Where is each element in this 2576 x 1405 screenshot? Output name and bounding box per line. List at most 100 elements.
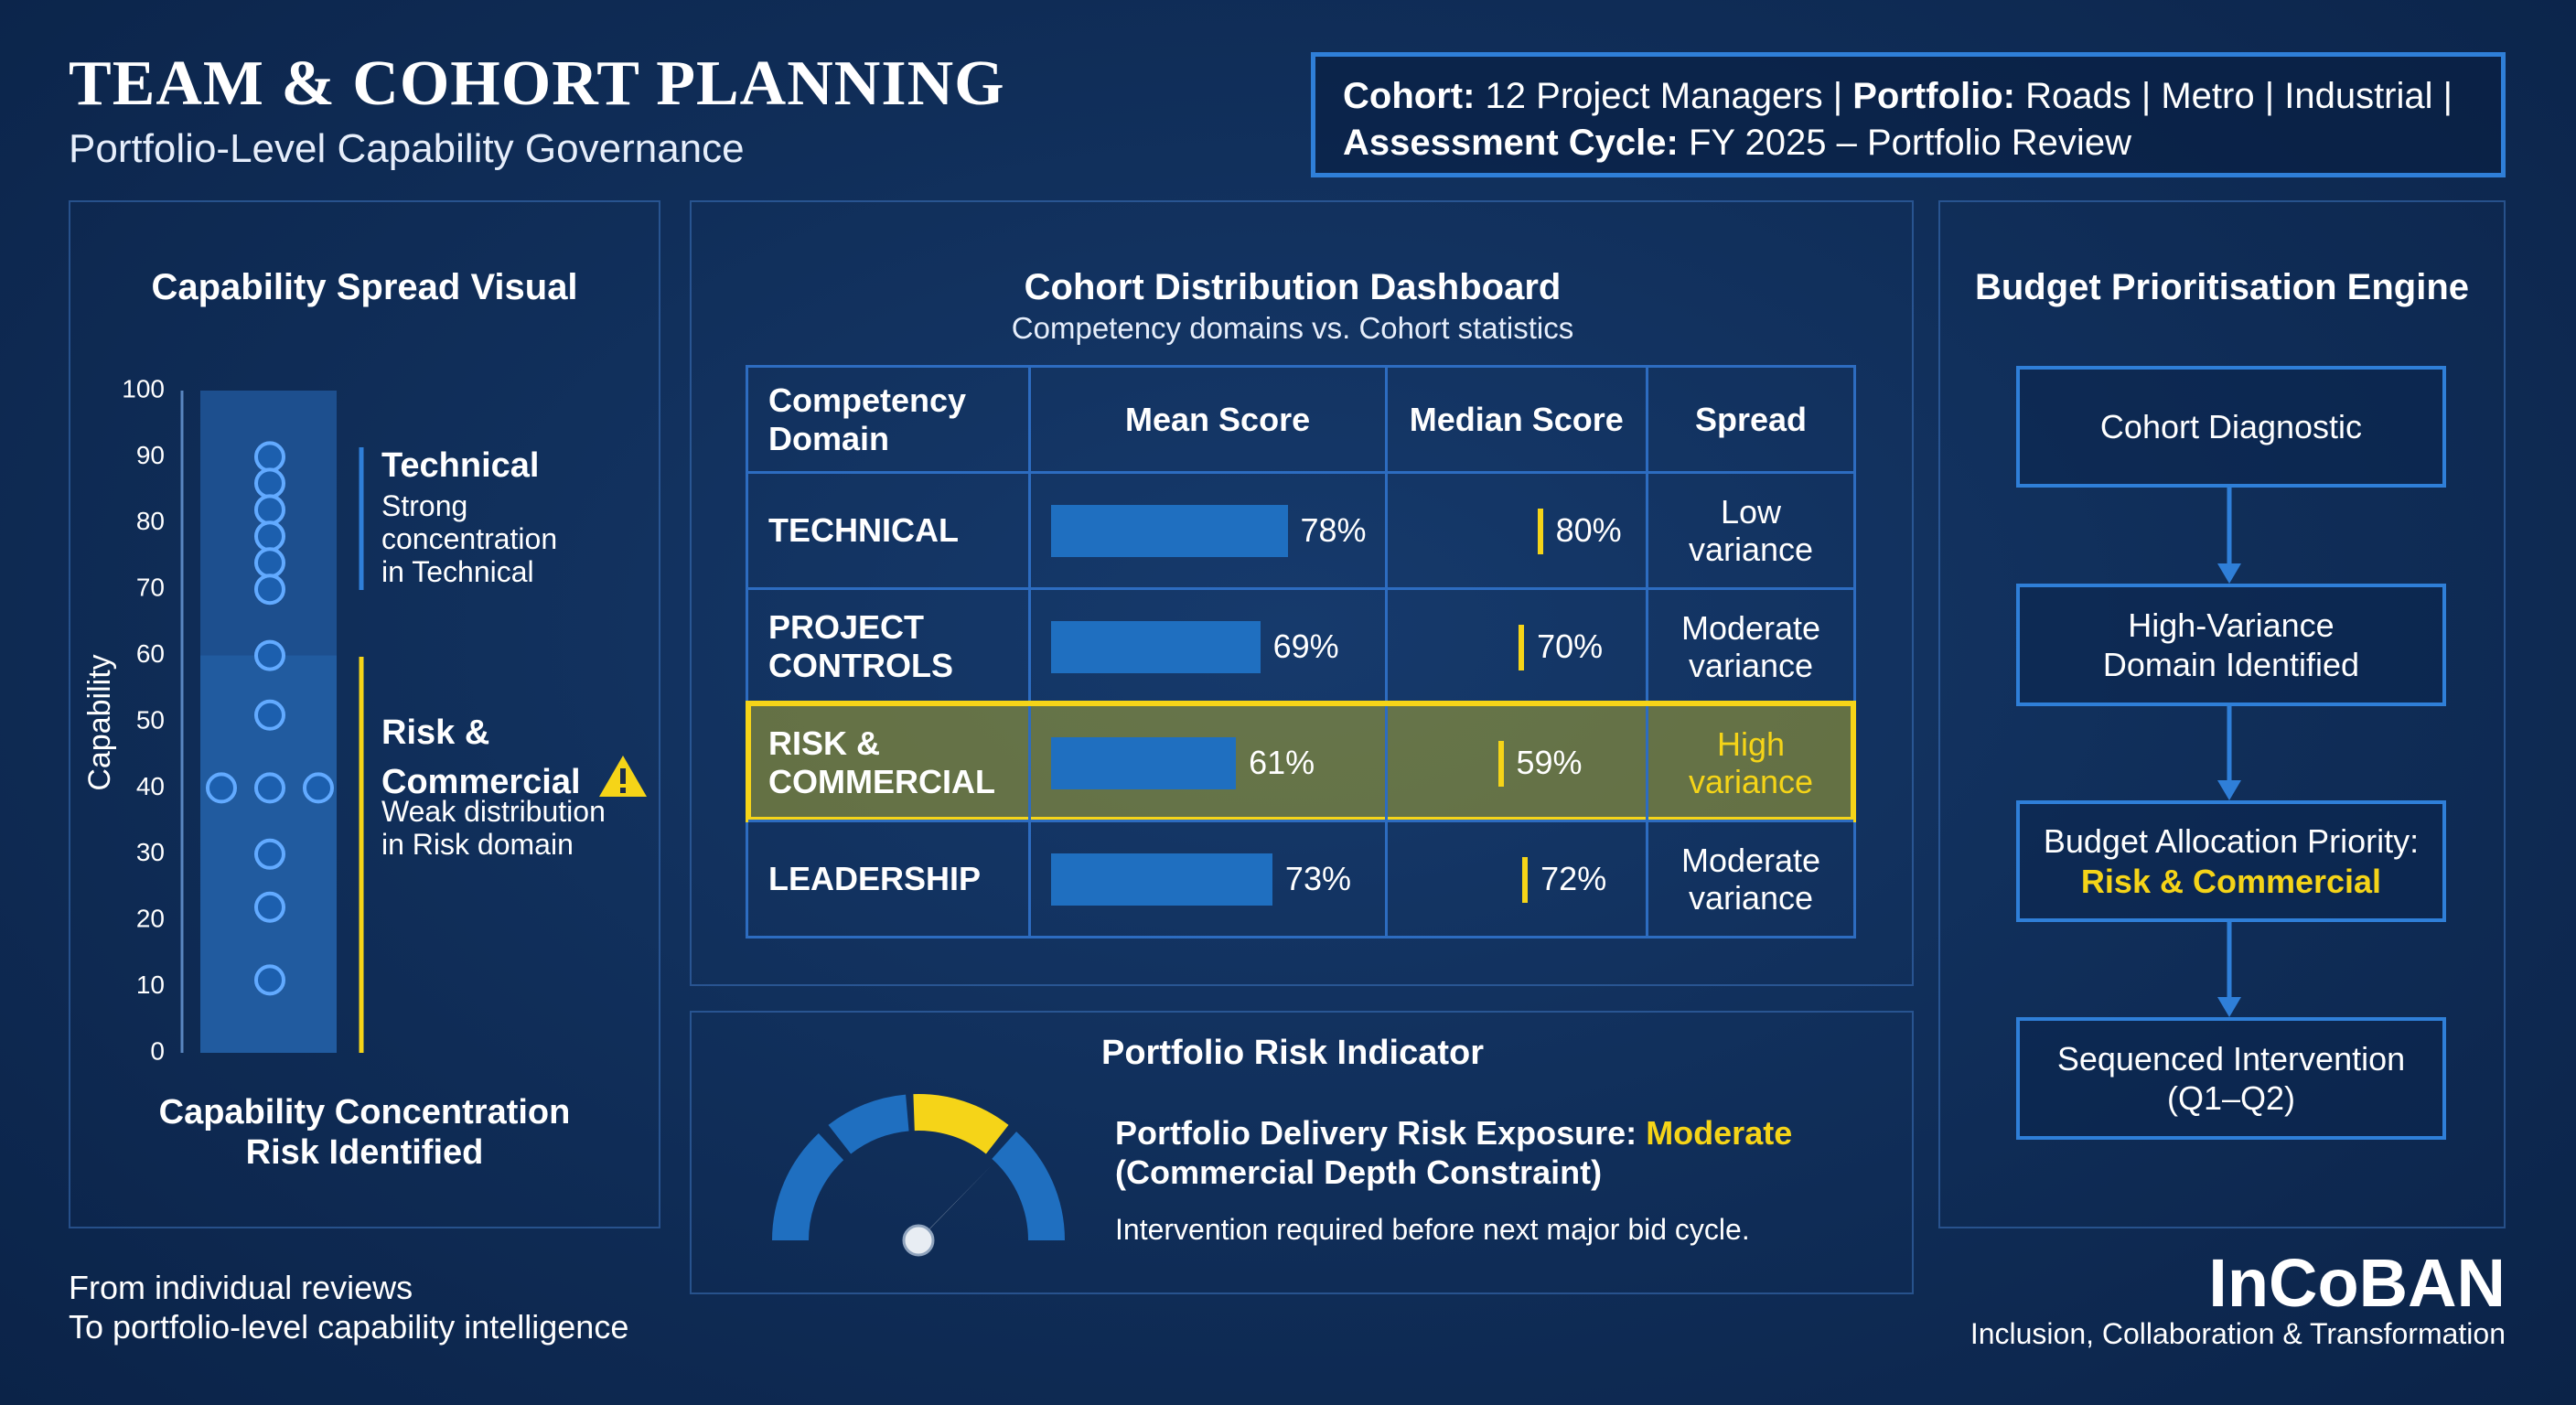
median-marker (1519, 625, 1525, 670)
text: in Risk domain (381, 828, 574, 861)
text: Domain Identified (2102, 646, 2360, 683)
mean-cell: 78% (1027, 474, 1385, 587)
panel-title: Capability Spread Visual (151, 267, 578, 307)
arrow-head (2217, 780, 2241, 800)
flow-step: Cohort Diagnostic (2016, 366, 2446, 488)
spread: Low variance (1646, 474, 1853, 587)
flow-step: Budget Allocation Priority: Risk & Commer… (2016, 800, 2446, 922)
text: concentration (381, 522, 558, 555)
text: To portfolio-level capability intelligen… (69, 1308, 629, 1346)
mean-cell: 73% (1027, 822, 1385, 936)
text: Cohort Diagnostic (2099, 407, 2363, 445)
mean-cell: 61% (1027, 706, 1385, 820)
risk-level: Moderate (1646, 1114, 1793, 1152)
page-title: TEAM & COHORT PLANNING (69, 48, 1005, 119)
table: Competency Domain Mean Score Median Score S… (746, 365, 1856, 938)
dot (254, 699, 285, 731)
page-subtitle: Portfolio-Level Capability Governance (69, 126, 745, 171)
header-cell: Median Score (1384, 368, 1646, 471)
median-cell: 72% (1384, 822, 1646, 936)
gauge (772, 1094, 1065, 1257)
gauge-segment (772, 1132, 844, 1241)
median-marker (1537, 509, 1543, 554)
footer-tagline: From individual reviews To portfolio-lev… (69, 1268, 628, 1346)
median-label: 70% (1537, 627, 1604, 665)
warning-icon (599, 756, 648, 797)
text: Risk & (381, 713, 490, 752)
annotation-title: Risk & Commercial (381, 713, 649, 802)
y-tick-label: 30 (136, 838, 165, 866)
y-tick-label: 100 (122, 374, 165, 402)
dot (254, 772, 285, 804)
mean-bar (1050, 736, 1237, 789)
y-tick-label: 40 (136, 772, 165, 800)
spread: Moderate variance (1646, 590, 1853, 703)
median-marker (1497, 741, 1504, 787)
text: Commercial (381, 763, 581, 801)
gauge-needle (910, 1165, 992, 1249)
panel-subtitle: Competency domains vs. Cohort statistics (1011, 311, 1574, 345)
mean-label: 69% (1272, 627, 1339, 665)
left-panel (69, 200, 660, 1228)
table-row: TECHNICAL 78% 80% Low variance (748, 471, 1853, 587)
panel-title: Budget Prioritisation Engine (1974, 267, 2470, 307)
median-label: 59% (1516, 744, 1583, 781)
y-tick-label: 90 (136, 441, 165, 469)
panel-title: Portfolio Risk Indicator (1100, 1034, 1485, 1072)
header-cell: Spread (1646, 368, 1853, 471)
flow-step: Sequenced Intervention (Q1–Q2) (2016, 1017, 2446, 1140)
spread: Moderate variance (1646, 822, 1853, 936)
y-tick-label: 80 (136, 507, 165, 535)
text: Weak distribution (381, 795, 606, 828)
label: Assessment Cycle: (1343, 123, 1679, 163)
text: From individual reviews (69, 1269, 413, 1306)
dot (206, 772, 237, 804)
panel-footer: Capability Concentration Risk Identified (69, 1092, 660, 1173)
y-tick-label: 50 (136, 705, 165, 734)
panel-title: Cohort Distribution Dashboard (1024, 267, 1562, 307)
median-cell: 80% (1384, 474, 1646, 587)
text: Budget Allocation Priority: (2043, 822, 2420, 861)
arrow-head (2217, 997, 2241, 1017)
dot (254, 838, 285, 870)
y-tick-label: 10 (136, 971, 165, 999)
arrow-head (2217, 563, 2241, 584)
text: (Commercial Depth Constraint) (1115, 1153, 1603, 1191)
risk-text: Portfolio Delivery Risk Exposure: Modera… (1115, 1113, 1792, 1192)
right-panel (1938, 200, 2506, 1228)
highlight: Risk & Commercial (2080, 862, 2382, 900)
median-cell: 59% (1384, 706, 1646, 820)
text: High-Variance (2128, 606, 2334, 644)
label: Cohort: (1343, 76, 1476, 116)
domain: LEADERSHIP (768, 860, 982, 897)
table-row: LEADERSHIP 73% 72% Moderate variance (748, 820, 1853, 936)
cohort-box: Cohort: 12 Project Managers | Portfolio:… (1311, 52, 2506, 177)
risk-panel (690, 1011, 1914, 1294)
value: Roads | Metro | Industrial | (2025, 76, 2453, 116)
spread: High variance (1646, 706, 1853, 820)
value: 12 Project Managers | (1485, 76, 1843, 116)
mean-bar (1050, 620, 1261, 673)
dot (254, 891, 285, 923)
mean-cell: 69% (1027, 590, 1385, 703)
median-label: 72% (1540, 860, 1607, 897)
y-axis-label: Capability (82, 654, 117, 790)
dot (303, 772, 334, 804)
brand: InCoBAN (2208, 1245, 2506, 1321)
y-tick-label: 0 (150, 1036, 165, 1065)
median-label: 80% (1555, 511, 1622, 549)
text: Capability Concentration (158, 1093, 571, 1132)
y-tick-label: 20 (136, 905, 165, 933)
text: (Q1–Q2) (2166, 1079, 2296, 1117)
annotation-title: Technical (381, 446, 540, 485)
mean-label: 73% (1284, 860, 1351, 897)
text: Portfolio Delivery Risk Exposure: (1115, 1114, 1637, 1152)
y-tick-label: 70 (136, 574, 165, 602)
table-header: Competency Domain Mean Score Median Score S… (748, 368, 1853, 471)
gauge-pivot (902, 1224, 935, 1257)
text: Risk Identified (245, 1133, 484, 1172)
header-cell: Mean Score (1027, 368, 1385, 471)
domain: TECHNICAL (768, 511, 959, 549)
